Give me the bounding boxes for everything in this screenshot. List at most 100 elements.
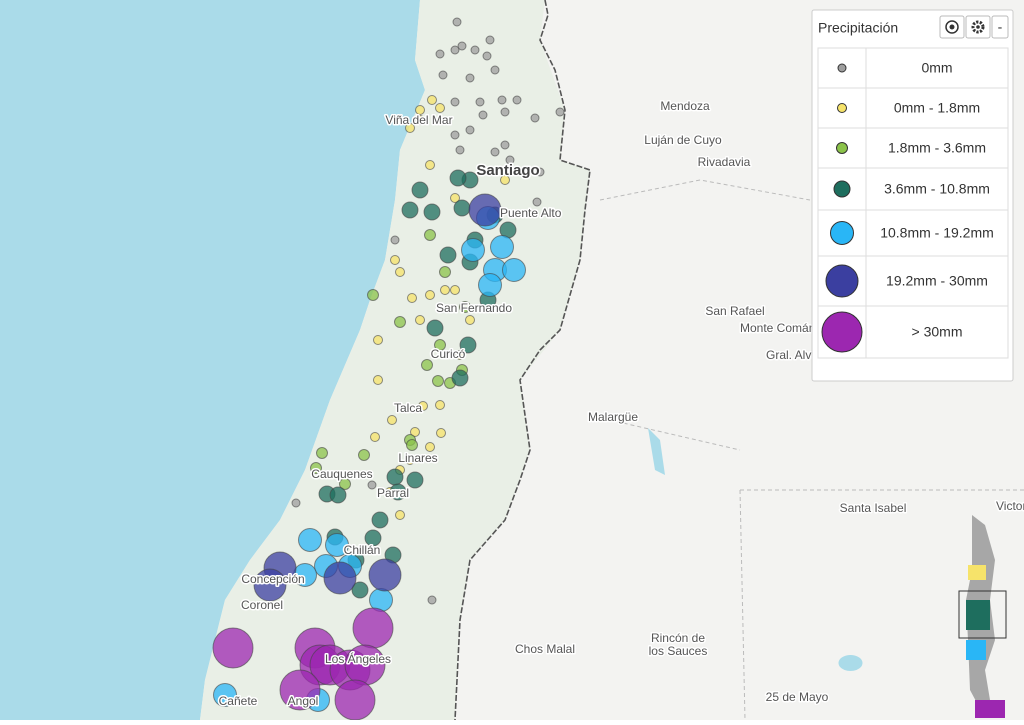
markers	[212, 17, 565, 721]
settings-button[interactable]	[965, 15, 991, 39]
station-marker	[426, 319, 444, 337]
station-marker	[440, 285, 450, 295]
legend-swatch	[825, 264, 859, 298]
station-marker	[401, 201, 419, 219]
station-marker	[389, 483, 407, 501]
place-label: Santa Isabel	[840, 501, 907, 515]
legend-label: 10.8mm - 19.2mm	[880, 225, 994, 241]
station-marker	[310, 462, 322, 474]
station-marker	[405, 455, 415, 465]
station-marker	[530, 113, 540, 123]
station-marker	[425, 160, 435, 170]
station-marker	[425, 442, 435, 452]
station-marker	[450, 97, 460, 107]
station-marker	[457, 41, 467, 51]
station-marker	[367, 480, 377, 490]
station-marker	[212, 627, 254, 669]
station-marker	[410, 427, 420, 437]
collapse-label: -	[998, 19, 1003, 35]
station-marker	[373, 375, 383, 385]
place-label: Rincón de	[651, 631, 705, 645]
station-marker	[213, 683, 237, 707]
station-marker	[423, 203, 441, 221]
station-marker	[435, 49, 445, 59]
place-label: Angol	[288, 694, 319, 708]
station-marker	[465, 125, 475, 135]
station-marker	[325, 533, 349, 557]
station-marker	[298, 528, 322, 552]
legend-label: 0mm	[921, 60, 952, 76]
station-marker	[434, 339, 446, 351]
station-marker	[390, 235, 400, 245]
station-marker	[415, 115, 425, 125]
legend-label: > 30mm	[912, 324, 963, 340]
station-marker	[407, 293, 417, 303]
legend-label: 0mm - 1.8mm	[894, 100, 980, 116]
station-marker	[532, 197, 542, 207]
station-marker	[435, 400, 445, 410]
station-marker	[364, 529, 382, 547]
minimap-band	[968, 565, 986, 580]
place-label: los Sauces	[649, 644, 708, 658]
place-label: Talca	[394, 401, 422, 415]
locate-button[interactable]	[939, 15, 965, 39]
place-label: Puente Alto	[500, 206, 562, 220]
border	[454, 0, 591, 721]
station-marker	[485, 35, 495, 45]
legend-swatch	[833, 180, 851, 198]
station-marker	[427, 595, 437, 605]
station-marker	[415, 315, 425, 325]
station-marker	[455, 145, 465, 155]
station-marker	[358, 449, 370, 461]
place-label: Santiago	[476, 162, 539, 179]
place-label: Mendoza	[660, 99, 710, 113]
station-marker	[439, 266, 451, 278]
place-label: Chos Malal	[515, 642, 575, 656]
station-marker	[432, 375, 444, 387]
station-marker	[502, 258, 526, 282]
icon	[971, 20, 985, 34]
station-marker	[406, 471, 424, 489]
button-frame	[991, 15, 1009, 39]
station-marker	[425, 290, 435, 300]
station-marker	[555, 107, 565, 117]
place-label: Chillán	[344, 543, 381, 557]
station-marker	[418, 401, 428, 411]
station-marker	[367, 289, 379, 301]
collapse-button[interactable]: -	[991, 15, 1009, 39]
place-label: 25 de Mayo	[766, 690, 829, 704]
minimap[interactable]	[958, 515, 1007, 718]
station-marker	[468, 193, 502, 227]
chile-land	[200, 0, 590, 720]
station-marker	[395, 267, 405, 277]
station-marker	[535, 167, 545, 177]
station-marker	[368, 558, 402, 592]
station-marker	[436, 428, 446, 438]
station-marker	[439, 246, 457, 264]
station-marker	[390, 255, 400, 265]
place-label: Cauquenes	[311, 467, 372, 481]
place-label: Viña del Mar	[385, 113, 452, 127]
station-marker	[505, 155, 515, 165]
station-marker	[500, 107, 510, 117]
place-label: Coronel	[241, 598, 283, 612]
station-marker	[490, 147, 500, 157]
station-marker	[424, 229, 436, 241]
minimap-band	[966, 640, 986, 660]
minimap-viewport	[958, 590, 1007, 639]
icon	[949, 24, 955, 30]
station-marker	[373, 335, 383, 345]
minimap-band	[966, 600, 990, 630]
station-marker	[497, 95, 507, 105]
place-label: San Fernando	[436, 301, 512, 315]
station-marker	[482, 51, 492, 61]
station-marker	[405, 123, 415, 133]
legend-label: 1.8mm - 3.6mm	[888, 140, 986, 156]
station-marker	[450, 130, 460, 140]
station-marker	[316, 447, 328, 459]
station-marker	[415, 105, 425, 115]
legend: Precipitación - 0mm 0mm - 1.8mm 1.8mm - 3.…	[811, 9, 1014, 382]
station-marker	[478, 273, 502, 297]
